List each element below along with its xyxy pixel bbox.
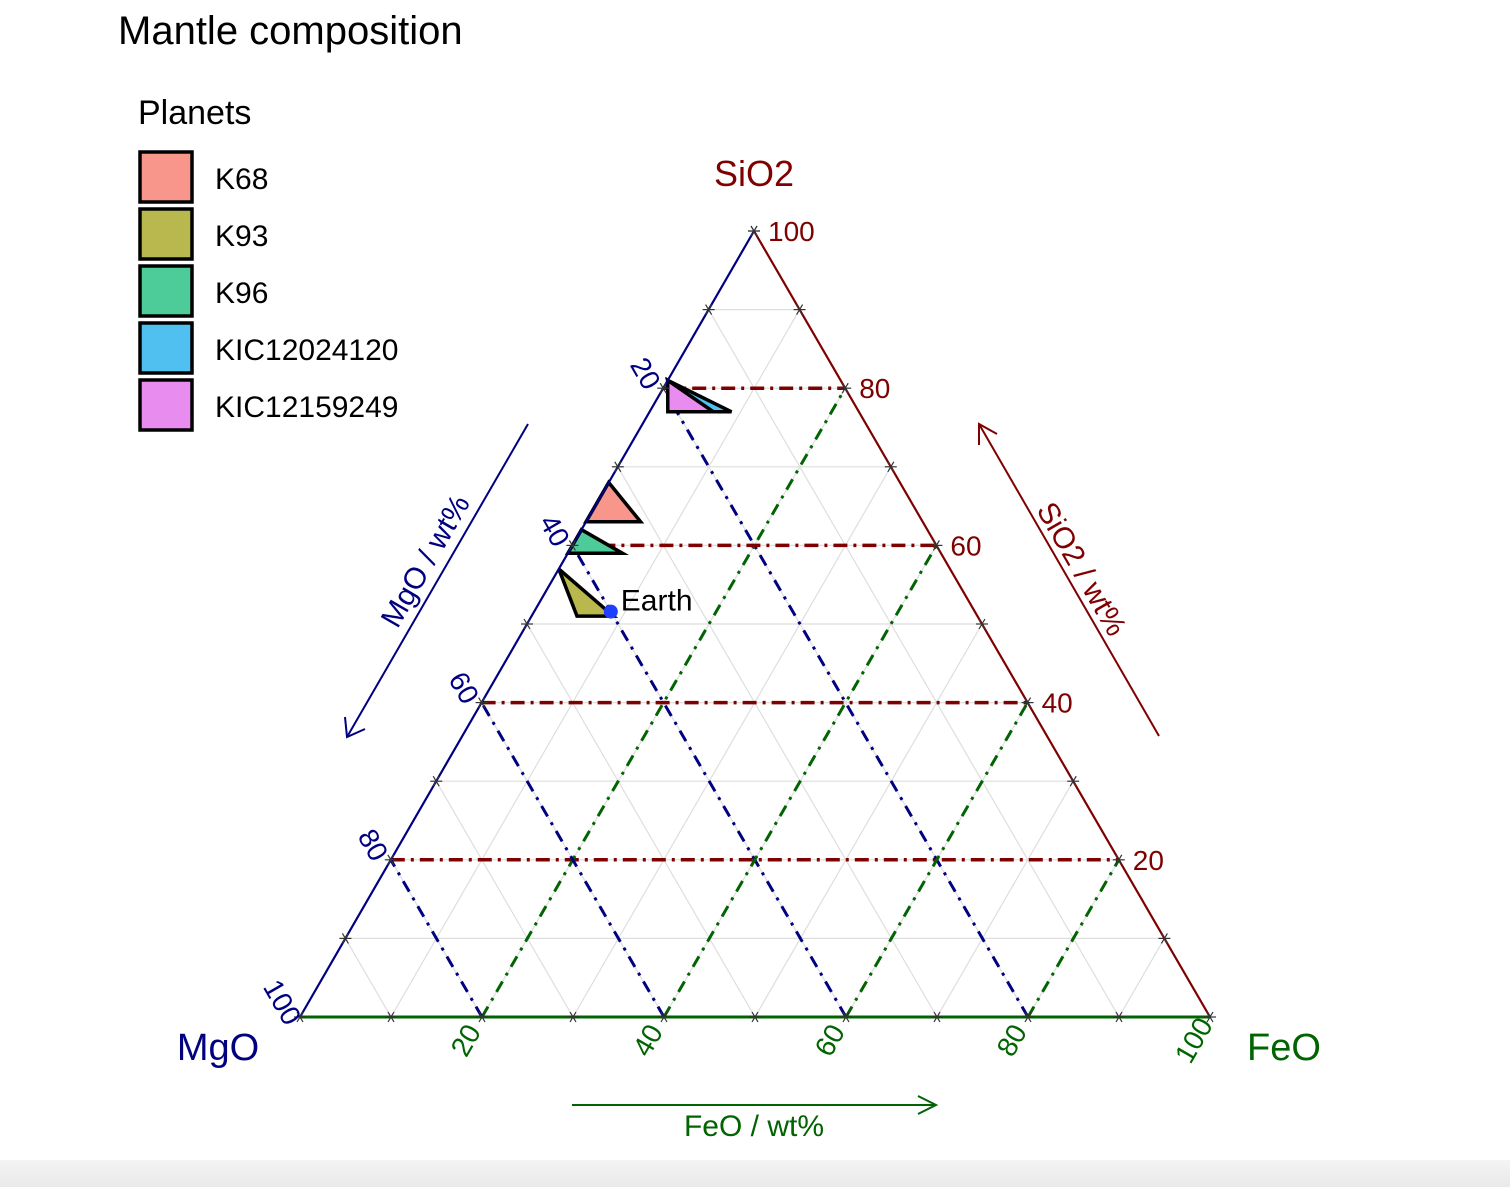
tick-mark-right (1069, 775, 1077, 787)
tick-label-sio2: 40 (1042, 688, 1073, 719)
tick-mark-right (978, 618, 986, 630)
region-k93 (557, 567, 619, 618)
major-grid-line-mgo (661, 387, 1030, 1018)
tick-mark-right (1024, 697, 1032, 708)
major-grid-line-mgo (480, 701, 666, 1018)
tick-mark-left (568, 540, 576, 551)
points: Earth (603, 585, 693, 619)
legend-swatch-k68 (138, 150, 194, 204)
regions (557, 376, 733, 618)
legend-label-kic12159249: KIC12159249 (215, 391, 399, 424)
minor-grid-line-mgo (526, 623, 756, 1018)
legend-swatch-k93 (138, 207, 194, 261)
legend: Planets K68 K93 K96 KIC12024120 KIC12159249 (138, 94, 399, 432)
mgo-axis-arrow (346, 423, 529, 738)
minor-grid (344, 309, 1165, 1018)
point-earth (603, 604, 618, 619)
vertex-label-sio2: SiO2 (714, 153, 794, 194)
legend-swatch-kic12159249 (138, 378, 194, 432)
point-label-earth: Earth (621, 585, 693, 618)
tick-mark-bottom (660, 1011, 668, 1023)
legend-label-kic12024120: KIC12024120 (215, 334, 399, 367)
sio2-axis-title: SiO2 / wt% (1030, 497, 1133, 642)
feo-axis-title-group: FeO / wt% (572, 1095, 939, 1143)
legend-label-k68: K68 (215, 163, 268, 196)
legend-title: Planets (138, 94, 251, 132)
mgo-axis-title-group: MgO / wt% (344, 423, 529, 739)
tick-label-sio2: 20 (1133, 845, 1164, 876)
major-grid-line-feo (844, 701, 1029, 1018)
major-grid-line-feo (1026, 859, 1121, 1018)
major-grid-line-mgo (389, 859, 484, 1018)
tick-mark-left (478, 697, 486, 708)
tick-mark-left (659, 382, 667, 394)
tick-mark-left (705, 304, 713, 315)
tick-label-feo: 100 (1169, 1012, 1219, 1068)
tick-mark-right (796, 304, 804, 315)
tick-mark-right (841, 382, 849, 394)
minor-grid-line-mgo (435, 780, 574, 1018)
tick-mark-bottom (569, 1011, 577, 1023)
minor-grid-line-feo (1118, 938, 1165, 1018)
major-grid-line-feo (662, 544, 938, 1018)
tick-mark-bottom (478, 1011, 486, 1023)
tick-label-feo: 40 (627, 1019, 669, 1061)
major-grid-line-feo (480, 387, 847, 1018)
tick-mark-bottom (1206, 1011, 1214, 1023)
tick-mark-left (523, 618, 531, 630)
bottom-scroll-strip (0, 1160, 1510, 1187)
mgo-axis-arrowhead (344, 716, 366, 739)
tick-mark-left (387, 854, 395, 866)
tick-mark-bottom (1115, 1011, 1123, 1023)
tick-mark-left (432, 775, 440, 787)
minor-grid-line-mgo (708, 309, 1120, 1018)
chart-title: Mantle composition (118, 9, 463, 53)
tick-mark-right (932, 540, 940, 551)
tick-label-feo: 60 (809, 1019, 851, 1061)
major-grid (389, 386, 1121, 1018)
tick-label-feo: 20 (445, 1019, 487, 1061)
vertex-label-feo: FeO (1247, 1027, 1321, 1069)
tick-mark-bottom (1024, 1011, 1032, 1023)
minor-grid-line-feo (936, 780, 1074, 1018)
tick-mark-right (887, 461, 895, 473)
legend-swatch-kic12024120 (138, 321, 194, 375)
tick-mark-corner (296, 1011, 304, 1023)
tick-mark-right (1160, 933, 1168, 944)
minor-grid-line-mgo (344, 938, 392, 1018)
tick-mark-bottom (387, 1011, 395, 1023)
minor-grid-line-mgo (617, 466, 938, 1018)
tick-label-sio2: 100 (768, 216, 815, 247)
tick-label-sio2: 80 (859, 373, 890, 404)
major-grid-line-mgo (571, 544, 848, 1018)
region-k68 (582, 479, 645, 524)
minor-grid-line-feo (754, 623, 983, 1018)
feo-axis-arrowhead (917, 1095, 939, 1115)
tick-mark-left (614, 461, 622, 473)
tick-label-mgo: 100 (257, 974, 307, 1030)
tick-mark-left (341, 933, 349, 944)
sio2-axis-arrowhead (978, 422, 998, 445)
tick-mark-bottom (751, 1011, 759, 1023)
mgo-axis-title: MgO / wt% (375, 489, 477, 633)
feo-axis-title: FeO / wt% (684, 1110, 824, 1143)
region-kic12159249 (665, 376, 719, 414)
tick-label-feo: 80 (991, 1019, 1033, 1061)
tick-mark-right (750, 225, 758, 237)
sio2-axis-arrow (978, 423, 1160, 737)
tick-label-sio2: 60 (950, 530, 981, 561)
vertex-label-mgo: MgO (177, 1027, 259, 1069)
minor-grid-line-feo (390, 309, 801, 1018)
legend-label-k96: K96 (215, 277, 268, 310)
legend-label-k93: K93 (215, 220, 268, 253)
minor-grid-line-feo (572, 466, 892, 1018)
tick-mark-bottom (933, 1011, 941, 1023)
region-k96 (564, 527, 630, 556)
tick-mark-right (1115, 854, 1123, 866)
legend-swatch-k96 (138, 264, 194, 318)
tick-mark-bottom (842, 1011, 850, 1023)
